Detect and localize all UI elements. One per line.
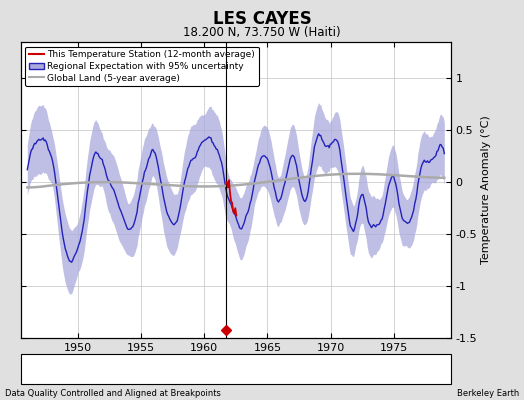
Text: 18.200 N, 73.750 W (Haiti): 18.200 N, 73.750 W (Haiti) [183,26,341,39]
Text: Berkeley Earth: Berkeley Earth [456,389,519,398]
Text: Time of Obs. Change: Time of Obs. Change [277,364,367,374]
Y-axis label: Temperature Anomaly (°C): Temperature Anomaly (°C) [481,116,492,264]
Text: Station Move: Station Move [61,364,118,374]
Text: ▲: ▲ [161,364,168,374]
Text: Empirical Break: Empirical Break [384,364,452,374]
Text: Record Gap: Record Gap [169,364,219,374]
Legend: This Temperature Station (12-month average), Regional Expectation with 95% uncer: This Temperature Station (12-month avera… [26,46,258,86]
Text: ■: ■ [376,364,385,374]
Text: ◆: ◆ [53,364,61,374]
Text: LES CAYES: LES CAYES [213,10,311,28]
Text: ▼: ▼ [268,364,276,374]
Text: Data Quality Controlled and Aligned at Breakpoints: Data Quality Controlled and Aligned at B… [5,389,221,398]
